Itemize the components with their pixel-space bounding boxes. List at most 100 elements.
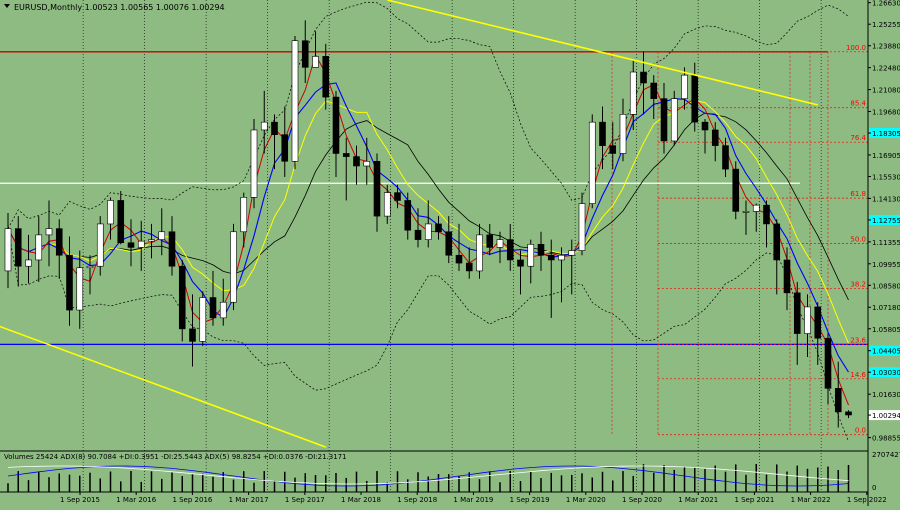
header-dropdown-icon[interactable] [4,4,10,8]
candle-body[interactable] [804,306,811,334]
candle-body[interactable] [107,200,114,225]
candle-body[interactable] [383,192,391,217]
candle-body[interactable] [793,292,801,334]
candle-body[interactable] [394,192,401,201]
candle-body[interactable] [619,114,627,154]
candle-body[interactable] [547,254,555,261]
adx-line-white [7,465,849,485]
candle-body[interactable] [342,153,350,157]
fib-level-label: 61.8 [850,190,866,198]
candle-body[interactable] [4,228,12,272]
candle-body[interactable] [455,254,463,264]
candle-body[interactable] [332,96,340,154]
candle-body[interactable] [681,74,688,99]
candle-body[interactable] [301,40,309,68]
header-symbol-line: EURUSD,Monthly 1.00523 1.00565 1.00076 1… [14,3,225,12]
candle-body[interactable] [558,254,565,261]
time-tick-label: 1 Sep 2020 [622,496,662,504]
candle-body[interactable] [148,239,155,242]
candle-body[interactable] [599,121,606,146]
candle-body[interactable] [506,239,514,261]
price-tick-label: 1.08580 [872,282,900,290]
candle-body[interactable] [496,239,504,248]
candle-body[interactable] [722,145,729,170]
bollinger-lower [7,228,849,442]
candle-body[interactable] [96,223,104,267]
price-tick-label: 1.04405 [872,348,900,356]
candle-body[interactable] [476,234,483,272]
candle-body[interactable] [414,229,422,240]
candle-body[interactable] [578,203,586,251]
candle-body[interactable] [14,228,22,267]
candle-body[interactable] [424,223,432,240]
candle-body[interactable] [260,121,268,131]
candle-body[interactable] [773,223,781,261]
fib-level-label: 38.2 [850,280,866,288]
candle-body[interactable] [168,231,176,267]
candle-body[interactable] [158,231,166,240]
candle-body[interactable] [629,71,637,115]
candle-body[interactable] [742,211,750,213]
candle-body[interactable] [465,262,473,272]
candle-body[interactable] [271,121,278,135]
candle-body[interactable] [537,243,545,256]
candle-body[interactable] [824,337,832,389]
candle-body[interactable] [189,328,196,342]
candle-body[interactable] [86,265,94,269]
candle-body[interactable] [640,71,647,84]
candle-body[interactable] [691,74,699,123]
candle-body[interactable] [609,145,617,154]
candle-body[interactable] [363,160,371,167]
candle-body[interactable] [312,56,319,68]
candle-body[interactable] [117,200,125,244]
candle-body[interactable] [763,204,770,225]
candle-body[interactable] [281,134,289,162]
candle-body[interactable] [250,129,258,198]
candle-body[interactable] [732,168,740,212]
candle-body[interactable] [199,297,207,342]
candle-body[interactable] [219,301,227,319]
candle-body[interactable] [76,267,84,311]
candle-body[interactable] [814,306,822,339]
candle-body[interactable] [291,40,299,162]
candle-body[interactable] [588,121,596,204]
candle-body[interactable] [66,254,73,311]
candle-body[interactable] [404,200,412,231]
candle-body[interactable] [137,240,145,248]
price-tick-label: 1.16905 [872,152,900,160]
price-tick-label: 1.21080 [872,87,900,95]
candle-body[interactable] [527,243,535,267]
candle-body[interactable] [373,160,381,217]
candle-body[interactable] [127,242,135,248]
fib-level-label: 14.6 [850,371,866,379]
candle-body[interactable] [486,234,494,248]
candle-body[interactable] [230,231,237,303]
candle-body[interactable] [178,265,186,330]
candle-body[interactable] [660,98,668,142]
candle-body[interactable] [209,297,217,319]
candle-body[interactable] [55,228,63,256]
candle-body[interactable] [845,411,852,416]
candle-body[interactable] [322,56,330,98]
candle-body[interactable] [35,234,43,261]
candle-body[interactable] [445,231,453,256]
candle-body[interactable] [240,197,248,233]
candle-body[interactable] [435,223,442,233]
trendline-yellow-lower [0,325,327,448]
candle-body[interactable] [701,121,709,131]
candle-body[interactable] [25,259,32,267]
candle-body[interactable] [711,129,719,146]
time-tick-label: 1 Mar 2019 [453,496,493,504]
candle-body[interactable] [783,259,791,294]
candle-body[interactable] [834,388,842,413]
candle-body[interactable] [353,156,360,167]
candle-body[interactable] [568,250,576,256]
fib-level-label: 50.0 [850,235,866,243]
candle-body[interactable] [650,82,658,99]
time-tick-label: 1 Mar 2020 [566,496,606,504]
candle-body[interactable] [670,98,678,142]
candle-body[interactable] [752,204,760,212]
candle-body[interactable] [45,228,53,236]
candle-body[interactable] [517,259,524,267]
